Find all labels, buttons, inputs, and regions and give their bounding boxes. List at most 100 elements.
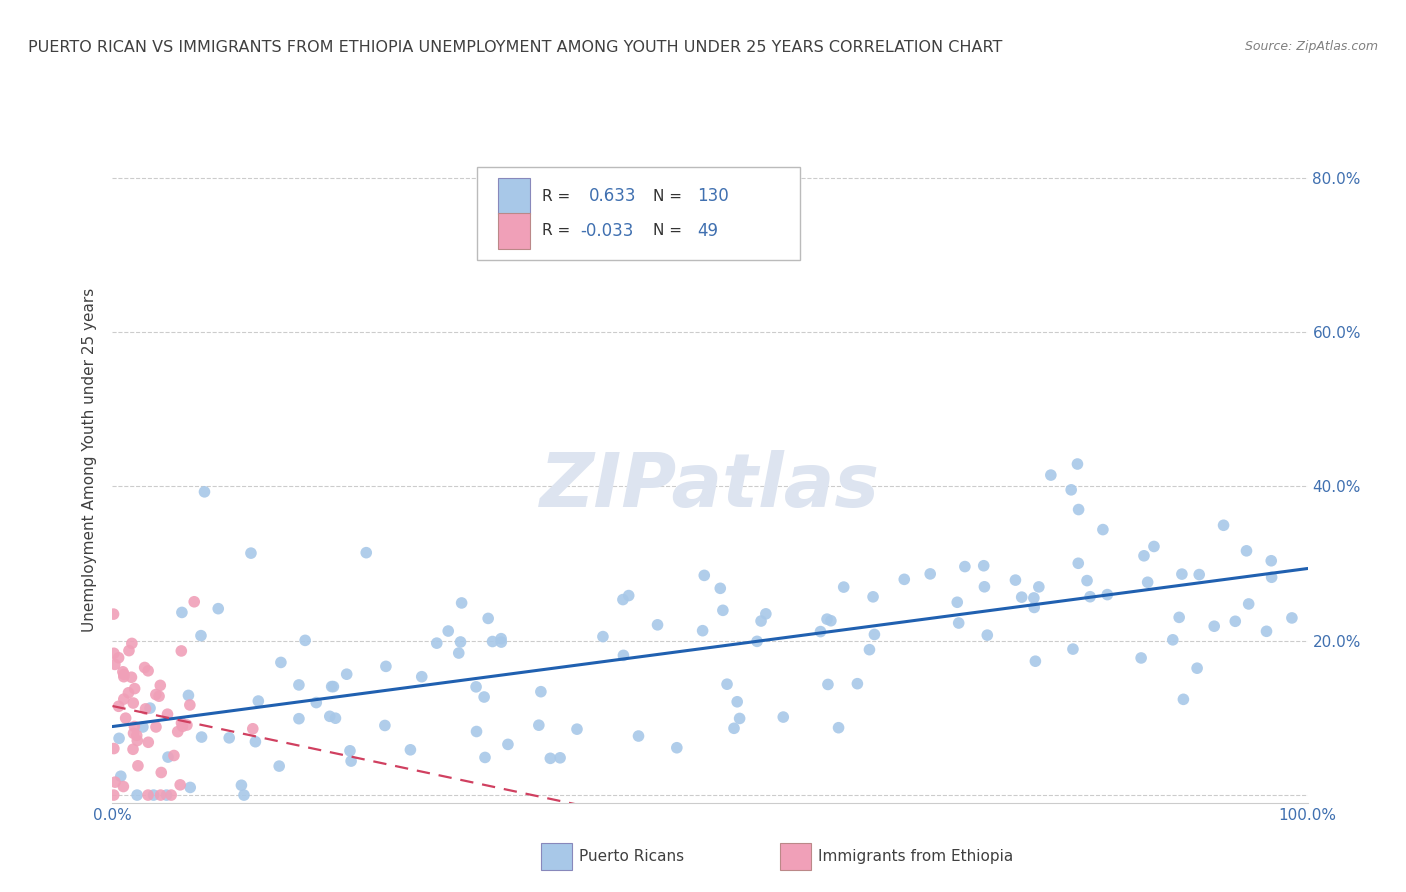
Point: [150, 765, 173, 780]
Point: [827, 721, 849, 735]
Point: [134, 660, 156, 674]
Point: [103, 788, 125, 802]
Text: -0.033: -0.033: [579, 222, 633, 240]
Point: [107, 699, 129, 714]
Text: ZIPatlas: ZIPatlas: [540, 450, 880, 524]
Point: [1130, 651, 1153, 665]
Point: [1260, 570, 1282, 584]
Point: [1212, 518, 1234, 533]
Point: [772, 710, 794, 724]
Point: [124, 681, 146, 696]
Point: [1168, 610, 1191, 624]
Point: [322, 680, 344, 694]
Point: [1281, 611, 1303, 625]
Point: [496, 738, 519, 752]
Point: [477, 611, 499, 625]
Text: PUERTO RICAN VS IMMIGRANTS FROM ETHIOPIA UNEMPLOYMENT AMONG YOUTH UNDER 25 YEARS: PUERTO RICAN VS IMMIGRANTS FROM ETHIOPIA…: [28, 40, 1002, 55]
Point: [156, 750, 179, 764]
Point: [627, 729, 650, 743]
Point: [862, 590, 884, 604]
Point: [426, 636, 449, 650]
Point: [148, 689, 170, 703]
Point: [1062, 642, 1084, 657]
Point: [110, 769, 132, 783]
Point: [973, 580, 995, 594]
Point: [288, 712, 311, 726]
Text: R =: R =: [541, 223, 575, 238]
Point: [170, 606, 193, 620]
Point: [183, 595, 205, 609]
Point: [136, 735, 159, 749]
Point: [948, 615, 970, 630]
Point: [711, 603, 734, 617]
Point: [745, 634, 768, 648]
Point: [269, 759, 291, 773]
Point: [121, 636, 143, 650]
Point: [125, 728, 148, 742]
Point: [953, 559, 976, 574]
Point: [103, 646, 125, 660]
Point: [270, 656, 292, 670]
Point: [103, 607, 125, 621]
Point: [1204, 619, 1226, 633]
Point: [239, 546, 262, 560]
Point: [114, 711, 136, 725]
Point: [820, 614, 842, 628]
Point: [1260, 554, 1282, 568]
Point: [127, 759, 149, 773]
Point: [612, 592, 634, 607]
Point: [1236, 544, 1258, 558]
Point: [973, 558, 995, 573]
Point: [465, 680, 488, 694]
Point: [169, 778, 191, 792]
Point: [692, 624, 714, 638]
Point: [190, 730, 212, 744]
Point: [447, 646, 470, 660]
Point: [920, 566, 942, 581]
Point: [325, 711, 347, 725]
Point: [481, 634, 503, 648]
Point: [863, 627, 886, 641]
Point: [136, 788, 159, 802]
Point: [103, 741, 125, 756]
Point: [755, 607, 778, 621]
Point: [339, 744, 361, 758]
Point: [1136, 575, 1159, 590]
Point: [1143, 540, 1166, 554]
Point: [411, 670, 433, 684]
Point: [321, 680, 343, 694]
Point: [354, 546, 377, 560]
Point: [489, 632, 512, 646]
Point: [120, 670, 142, 684]
Point: [136, 664, 159, 678]
Point: [1133, 549, 1156, 563]
Text: N =: N =: [652, 223, 682, 238]
Point: [207, 601, 229, 615]
Point: [1067, 556, 1090, 570]
Point: [1173, 692, 1195, 706]
Point: [617, 589, 640, 603]
Point: [858, 642, 880, 657]
Point: [117, 686, 139, 700]
Point: [832, 580, 855, 594]
Point: [170, 715, 193, 730]
Point: [149, 788, 172, 802]
Point: [1185, 661, 1208, 675]
Point: [472, 690, 495, 704]
Point: [1066, 457, 1088, 471]
Point: [1022, 591, 1045, 605]
Point: [163, 748, 186, 763]
Point: [450, 635, 472, 649]
Point: [242, 722, 264, 736]
Point: [1004, 573, 1026, 587]
Point: [612, 648, 634, 663]
Text: R =: R =: [541, 189, 575, 203]
Point: [288, 678, 311, 692]
Point: [294, 633, 316, 648]
Point: [725, 695, 748, 709]
Point: [108, 731, 131, 746]
Text: Source: ZipAtlas.com: Source: ZipAtlas.com: [1244, 40, 1378, 54]
Point: [810, 624, 832, 639]
Text: 130: 130: [697, 187, 728, 205]
Point: [160, 788, 183, 802]
